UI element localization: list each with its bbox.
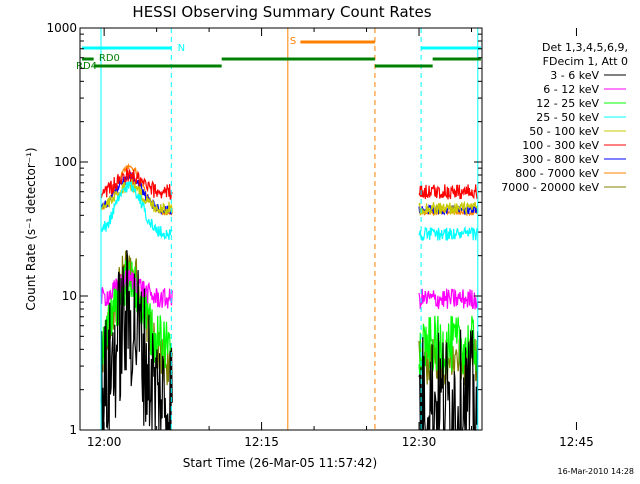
x-axis-title: Start Time (26-Mar-05 11:57:42) — [183, 456, 377, 470]
series-line — [100, 250, 173, 431]
legend-label: 100 - 300 keV — [522, 139, 599, 152]
x-tick-label: 12:15 — [244, 435, 279, 449]
legend-label: 12 - 25 keV — [536, 97, 599, 110]
series-line — [100, 178, 173, 217]
series-line — [100, 257, 173, 374]
series-line — [100, 167, 173, 200]
y-tick-label: 100 — [54, 155, 77, 169]
legend-label: 7000 - 20000 keV — [501, 181, 599, 194]
data-layer — [100, 162, 479, 431]
series-line — [100, 181, 173, 241]
y-tick-label: 1000 — [46, 21, 77, 35]
night-label: N — [178, 43, 185, 54]
legend: Det 1,3,4,5,6,9,FDecim 1, Att 03 - 6 keV… — [501, 41, 628, 194]
axis-layer: 110100100012:0012:1512:3012:4513:0013:15… — [46, 21, 594, 449]
y-axis-title: Count Rate (s⁻¹ detector⁻¹) — [24, 147, 38, 310]
x-tick-label: 12:45 — [559, 435, 594, 449]
rd0-label: RD0 — [99, 53, 120, 64]
series-line — [418, 200, 479, 216]
y-tick-label: 1 — [69, 423, 77, 437]
plot-frame — [79, 27, 483, 431]
legend-label: 25 - 50 keV — [536, 111, 599, 124]
rd4-label: RD4 — [76, 61, 97, 72]
legend-label: 800 - 7000 keV — [515, 167, 599, 180]
legend-label: 50 - 100 keV — [529, 125, 599, 138]
series-line — [418, 329, 479, 431]
x-tick-label: 12:30 — [402, 435, 437, 449]
series-line — [418, 288, 479, 310]
legend-header-line: FDecim 1, Att 0 — [543, 55, 628, 68]
series-line — [100, 269, 173, 309]
legend-header-line: Det 1,3,4,5,6,9, — [542, 41, 628, 54]
series-line — [418, 225, 479, 241]
chart-title: HESSI Observing Summary Count Rates — [132, 3, 431, 21]
x-tick-label: 12:00 — [87, 435, 122, 449]
series-line — [418, 315, 479, 375]
series-line — [418, 184, 479, 200]
y-tick-label: 10 — [62, 289, 77, 303]
legend-label: 3 - 6 keV — [550, 69, 599, 82]
legend-label: 6 - 12 keV — [543, 83, 599, 96]
legend-label: 300 - 800 keV — [522, 153, 599, 166]
saa-label: S — [290, 36, 296, 47]
footer-timestamp: 16-Mar-2010 14:28 — [558, 467, 635, 476]
